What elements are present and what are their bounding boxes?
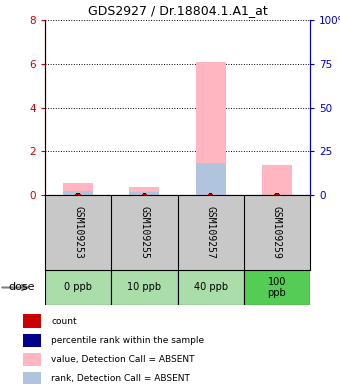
- Text: GSM109255: GSM109255: [139, 206, 149, 259]
- Bar: [209, 193, 212, 194]
- Text: count: count: [51, 316, 77, 326]
- Bar: [143, 193, 146, 194]
- Bar: [262, 166, 292, 195]
- Bar: [23, 353, 41, 366]
- Bar: [244, 270, 310, 305]
- Bar: [111, 270, 177, 305]
- Text: rank, Detection Call = ABSENT: rank, Detection Call = ABSENT: [51, 374, 190, 383]
- Bar: [208, 194, 213, 195]
- Title: GDS2927 / Dr.18804.1.A1_at: GDS2927 / Dr.18804.1.A1_at: [88, 5, 267, 17]
- Bar: [196, 61, 225, 195]
- Bar: [23, 372, 41, 384]
- Bar: [75, 194, 81, 195]
- Bar: [275, 193, 278, 194]
- Bar: [142, 194, 147, 195]
- Text: dose: dose: [8, 283, 35, 293]
- Bar: [196, 163, 225, 195]
- Text: GSM109257: GSM109257: [206, 206, 216, 259]
- Text: GSM109253: GSM109253: [73, 206, 83, 259]
- Bar: [23, 314, 41, 328]
- Bar: [130, 192, 159, 195]
- Text: 40 ppb: 40 ppb: [193, 283, 228, 293]
- Bar: [45, 270, 111, 305]
- Bar: [274, 194, 279, 195]
- Bar: [177, 270, 244, 305]
- Bar: [63, 191, 93, 195]
- Bar: [76, 193, 80, 194]
- Text: percentile rank within the sample: percentile rank within the sample: [51, 336, 204, 345]
- Text: 100
ppb: 100 ppb: [268, 277, 286, 298]
- Bar: [130, 187, 159, 195]
- Text: GSM109259: GSM109259: [272, 206, 282, 259]
- Text: 10 ppb: 10 ppb: [127, 283, 162, 293]
- Bar: [63, 183, 93, 195]
- Bar: [23, 334, 41, 347]
- Text: 0 ppb: 0 ppb: [64, 283, 92, 293]
- Text: value, Detection Call = ABSENT: value, Detection Call = ABSENT: [51, 355, 195, 364]
